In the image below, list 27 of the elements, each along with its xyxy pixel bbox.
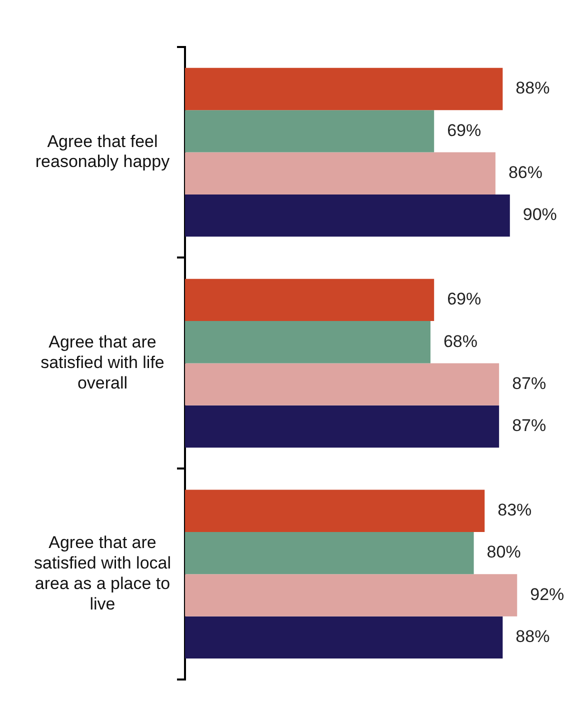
data-label: 69% <box>447 290 482 309</box>
bar <box>185 194 510 237</box>
data-label: 83% <box>498 500 532 520</box>
data-label: 88% <box>516 627 550 646</box>
bar <box>185 278 434 322</box>
y-tick-label: Agree that are satisfied with local area as a place to live <box>34 533 172 614</box>
bar <box>185 321 430 364</box>
bar <box>185 490 485 532</box>
bar <box>185 110 434 152</box>
y-tick-label: Agree that feel reasonably happy <box>35 132 170 172</box>
bar <box>185 68 503 110</box>
y-tick-label: Agree that are satisfied with life overall <box>40 332 164 392</box>
bar <box>185 574 518 616</box>
data-label: 86% <box>508 163 542 182</box>
bar <box>185 405 500 448</box>
bar <box>185 616 503 659</box>
data-label: 87% <box>512 416 546 436</box>
bar <box>185 532 474 574</box>
bar <box>185 152 496 194</box>
data-label: 80% <box>486 542 521 562</box>
data-label: 90% <box>522 205 557 224</box>
data-label: 68% <box>443 332 478 351</box>
data-label: 87% <box>512 374 546 393</box>
data-label: 88% <box>516 78 550 98</box>
data-label: 69% <box>447 120 482 140</box>
data-label: 92% <box>530 584 564 604</box>
bar <box>185 363 500 406</box>
